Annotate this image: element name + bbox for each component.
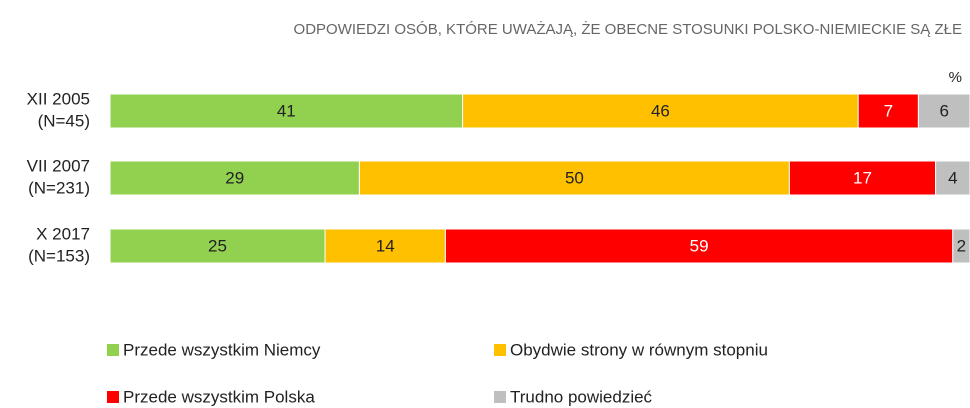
bar-segment <box>358 160 790 196</box>
legend-swatch <box>107 344 119 356</box>
chart-title: ODPOWIEDZI OSÓB, KTÓRE UWAŻAJĄ, ŻE OBECN… <box>294 20 962 38</box>
value-label: 25 <box>208 236 227 255</box>
value-label: 7 <box>884 101 893 120</box>
value-label: 17 <box>853 168 872 187</box>
legend-label: Obydwie strony w równym stopniu <box>510 340 768 359</box>
category-note: (N=231) <box>28 178 90 197</box>
bar-segment <box>462 93 859 129</box>
bar-segment <box>444 228 954 264</box>
bar-segment <box>917 93 970 129</box>
category-label: XII 2005 <box>27 89 90 108</box>
value-label: 6 <box>939 101 948 120</box>
bar-segment <box>857 93 919 129</box>
category-label: X 2017 <box>36 224 90 243</box>
value-label: 50 <box>565 168 584 187</box>
bar-segment <box>788 160 937 196</box>
value-label: 46 <box>651 101 670 120</box>
value-label: 29 <box>225 168 244 187</box>
value-label: 59 <box>690 236 709 255</box>
legend-swatch <box>107 391 119 403</box>
value-label: 2 <box>957 236 966 255</box>
legend-swatch <box>494 344 506 356</box>
legend-swatch <box>494 391 506 403</box>
bar-segment <box>324 228 446 264</box>
value-label: 41 <box>277 101 296 120</box>
legend-label: Przede wszystkim Polska <box>123 387 315 406</box>
value-label: 14 <box>376 236 395 255</box>
legend-label: Przede wszystkim Niemcy <box>123 340 321 359</box>
category-note: (N=45) <box>38 111 90 130</box>
category-note: (N=153) <box>28 246 90 265</box>
bar-segment <box>109 160 360 196</box>
unit-label: % <box>949 69 962 86</box>
value-label: 4 <box>948 168 957 187</box>
bar-segment <box>109 93 464 129</box>
legend-label: Trudno powiedzieć <box>510 387 653 406</box>
category-label: VII 2007 <box>27 156 90 175</box>
